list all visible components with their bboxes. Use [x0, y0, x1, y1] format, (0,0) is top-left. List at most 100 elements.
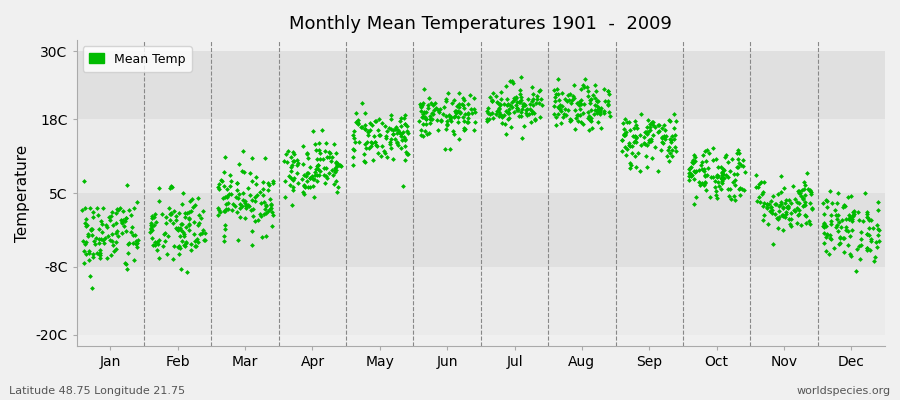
- Point: [766, 192, 780, 199]
- Point: [513, 112, 527, 119]
- Point: [484, 97, 499, 104]
- Point: [309, 166, 323, 172]
- Point: [621, 119, 635, 126]
- Point: [562, 97, 576, 103]
- Point: [298, 184, 312, 190]
- Point: [85, 232, 99, 239]
- Point: [854, 235, 868, 242]
- Point: [518, 110, 533, 116]
- Point: [702, 150, 716, 157]
- Point: [284, 168, 299, 174]
- Point: [457, 118, 472, 124]
- Point: [760, 204, 774, 211]
- Point: [105, 222, 120, 228]
- Point: [773, 201, 788, 207]
- Point: [363, 120, 377, 126]
- Point: [448, 108, 463, 114]
- Point: [686, 156, 700, 163]
- Point: [555, 102, 570, 109]
- Point: [130, 198, 144, 205]
- Point: [600, 100, 615, 107]
- Point: [830, 200, 844, 206]
- Point: [179, 269, 194, 275]
- Point: [174, 220, 188, 227]
- Point: [121, 241, 135, 247]
- Point: [371, 127, 385, 133]
- Point: [297, 182, 311, 189]
- Point: [637, 140, 652, 146]
- Point: [93, 247, 107, 254]
- Point: [501, 110, 516, 116]
- Point: [290, 162, 304, 168]
- Point: [115, 220, 130, 226]
- Point: [796, 194, 810, 201]
- Point: [361, 128, 375, 135]
- Point: [481, 105, 495, 111]
- Point: [77, 220, 92, 226]
- Point: [685, 159, 699, 165]
- Point: [517, 122, 531, 129]
- Point: [716, 180, 730, 186]
- Point: [698, 179, 713, 186]
- Point: [118, 218, 132, 224]
- Point: [513, 108, 527, 115]
- Point: [700, 165, 715, 171]
- Point: [837, 235, 851, 242]
- Point: [419, 115, 434, 122]
- Point: [492, 109, 507, 116]
- Point: [333, 163, 347, 169]
- Point: [171, 224, 185, 231]
- Point: [517, 101, 531, 107]
- Point: [329, 150, 344, 156]
- Point: [706, 157, 720, 164]
- Point: [856, 218, 870, 224]
- Point: [721, 186, 735, 192]
- Bar: [76, 120, 885, 193]
- Point: [211, 204, 225, 211]
- Legend: Mean Temp: Mean Temp: [83, 46, 192, 72]
- Point: [790, 205, 805, 212]
- Point: [640, 131, 654, 137]
- Point: [721, 158, 735, 165]
- Point: [448, 109, 463, 115]
- Point: [832, 235, 847, 241]
- Point: [597, 86, 611, 92]
- Point: [712, 183, 726, 189]
- Point: [82, 256, 96, 263]
- Point: [796, 202, 811, 208]
- Point: [230, 180, 244, 186]
- Point: [735, 186, 750, 192]
- Point: [177, 231, 192, 237]
- Point: [796, 203, 810, 210]
- Point: [578, 76, 592, 82]
- Point: [183, 198, 197, 204]
- Point: [386, 131, 400, 137]
- Point: [735, 163, 750, 169]
- Point: [261, 180, 275, 186]
- Point: [346, 146, 361, 152]
- Point: [94, 218, 108, 224]
- Point: [756, 212, 770, 218]
- Point: [792, 207, 806, 214]
- Point: [871, 207, 886, 213]
- Point: [212, 209, 227, 215]
- Point: [466, 127, 481, 134]
- Point: [868, 254, 882, 260]
- Point: [660, 153, 674, 160]
- Point: [198, 236, 212, 243]
- Point: [842, 242, 856, 249]
- Point: [319, 173, 333, 180]
- Point: [788, 207, 802, 214]
- Point: [710, 174, 724, 180]
- Point: [642, 137, 656, 143]
- Point: [148, 242, 162, 248]
- Point: [163, 185, 177, 192]
- Point: [95, 229, 110, 235]
- Point: [633, 132, 647, 138]
- Point: [157, 243, 171, 250]
- Point: [831, 228, 845, 234]
- Point: [285, 184, 300, 191]
- Point: [805, 205, 819, 212]
- Point: [217, 208, 231, 214]
- Point: [657, 122, 671, 128]
